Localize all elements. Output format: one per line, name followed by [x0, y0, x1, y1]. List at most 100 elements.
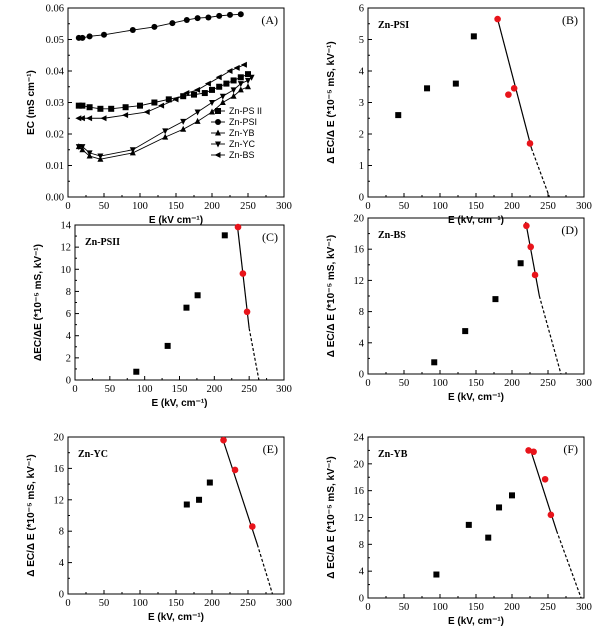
sample-label: Zn-PSI: [378, 20, 409, 31]
data-point: [164, 342, 171, 349]
y-tick-label: 4: [359, 338, 365, 349]
x-axis-label: E (kV, cm⁻¹): [148, 612, 204, 623]
data-point: [205, 14, 212, 21]
data-point: [86, 115, 93, 122]
panel-label: (F): [563, 442, 578, 456]
y-tick-label: 0: [359, 193, 364, 204]
x-tick-label: 50: [105, 384, 116, 395]
x-tick-label: 150: [468, 201, 484, 212]
sample-label: Zn-YB: [378, 449, 408, 460]
data-point: [245, 71, 251, 78]
data-point: [108, 105, 115, 112]
x-tick-label: 150: [172, 384, 188, 395]
y-tick-label: 16: [354, 245, 365, 256]
y-tick-label: 20: [54, 433, 65, 444]
data-point: [79, 144, 86, 151]
y-tick-label: 8: [66, 287, 71, 298]
data-point: [209, 100, 215, 106]
x-tick-label: 150: [168, 598, 184, 609]
y-axis-label: Δ EC/Δ E (*10⁻⁵ mS, kV⁻¹): [326, 456, 337, 578]
x-tick-label: 0: [65, 598, 70, 609]
x-axis-label: E (kV, cm⁻¹): [151, 398, 207, 409]
data-point: [172, 96, 179, 103]
chart-e: 0 50 100 150 200 250 300 0 4 8 12 16 20 E (kV, cm⁻¹) Δ…: [26, 433, 292, 624]
data-point: [194, 117, 201, 124]
x-tick-label: 50: [99, 598, 110, 609]
data-point: [223, 80, 230, 87]
x-tick-label: 100: [132, 201, 148, 212]
data-point: [183, 16, 190, 23]
data-point: [201, 90, 208, 97]
y-tick-label: 8: [359, 540, 364, 551]
y-tick-label: 4: [59, 558, 65, 569]
x-tick-label: 300: [276, 598, 292, 609]
y-tick-label: 12: [354, 513, 365, 524]
x-axis-label: E (kV, cm⁻¹): [448, 392, 504, 403]
y-tick-label: 0.03: [46, 98, 64, 109]
data-point: [180, 118, 187, 125]
data-point: [133, 368, 140, 375]
data-point: [137, 102, 143, 109]
data-point: [79, 102, 86, 109]
x-tick-label: 200: [204, 201, 220, 212]
data-point: [204, 80, 211, 87]
x-tick-label: 50: [99, 201, 110, 212]
sample-label: Zn-YC: [78, 449, 108, 460]
y-tick-label: 0: [359, 594, 364, 605]
y-tick-label: 20: [354, 214, 365, 225]
legend-label: Zn-YB: [229, 128, 255, 138]
x-tick-label: 0: [365, 201, 370, 212]
data-point: [194, 15, 201, 22]
legend-label: Zn-BS: [229, 150, 255, 160]
y-tick-label: 24: [354, 433, 365, 444]
data-point: [75, 115, 82, 122]
x-tick-label: 300: [276, 384, 292, 395]
data-point: [151, 99, 158, 106]
y-tick-label: 8: [59, 527, 64, 538]
fit-data-point: [234, 223, 242, 231]
fit-extrapolation-line: [256, 544, 274, 595]
data-point: [395, 112, 402, 119]
y-tick-label: 12: [354, 276, 365, 287]
data-point: [424, 85, 431, 92]
data-point: [191, 91, 197, 98]
y-tick-label: 0.00: [46, 193, 64, 204]
data-point: [122, 104, 129, 111]
y-tick-label: 12: [61, 243, 72, 254]
data-point: [496, 504, 503, 511]
data-point: [79, 34, 86, 41]
data-point: [237, 86, 244, 93]
x-tick-label: 250: [240, 598, 256, 609]
y-tick-label: 0: [359, 370, 364, 381]
x-axis-label: E (kV, cm⁻¹): [448, 215, 504, 226]
data-point: [237, 11, 244, 18]
legend-label: Zn-PSI: [229, 117, 257, 127]
x-tick-label: 0: [365, 602, 370, 613]
fit-data-point: [239, 270, 247, 277]
data-point: [180, 125, 187, 132]
data-point: [248, 74, 255, 81]
y-axis-label: ΔEC/ΔE (*10⁻⁵ mS, kV⁻¹): [33, 244, 44, 361]
legend-marker: [215, 119, 221, 125]
y-axis-label: Δ EC/Δ E (*10⁻⁵ mS, kV⁻¹): [326, 41, 337, 163]
panel-label: (C): [262, 230, 278, 244]
x-tick-label: 150: [168, 201, 184, 212]
x-tick-label: 200: [504, 378, 520, 389]
chart-d: 0 50 100 150 200 250 300 0 4 8 12 16 20 E (kV, cm⁻¹) Δ…: [326, 214, 592, 404]
data-point: [86, 150, 93, 157]
y-tick-label: 5: [359, 35, 364, 46]
plot-frame: [367, 217, 585, 375]
legend-marker: [215, 141, 221, 148]
fit-data-point: [231, 466, 239, 474]
x-tick-label: 300: [276, 201, 292, 212]
data-point: [452, 80, 459, 87]
fit-data-point: [547, 511, 555, 519]
data-point: [485, 534, 492, 541]
data-point: [206, 479, 213, 486]
y-tick-label: 2: [66, 353, 71, 364]
x-axis-label: E (kV, cm⁻¹): [448, 616, 504, 627]
data-point: [86, 104, 93, 111]
data-point: [183, 501, 190, 508]
chart-c: 0 50 100 150 200 250 300 0 2 4 6 8 10 12 14 E (kV, cm⁻¹…: [33, 221, 292, 410]
y-tick-label: 3: [359, 98, 364, 109]
